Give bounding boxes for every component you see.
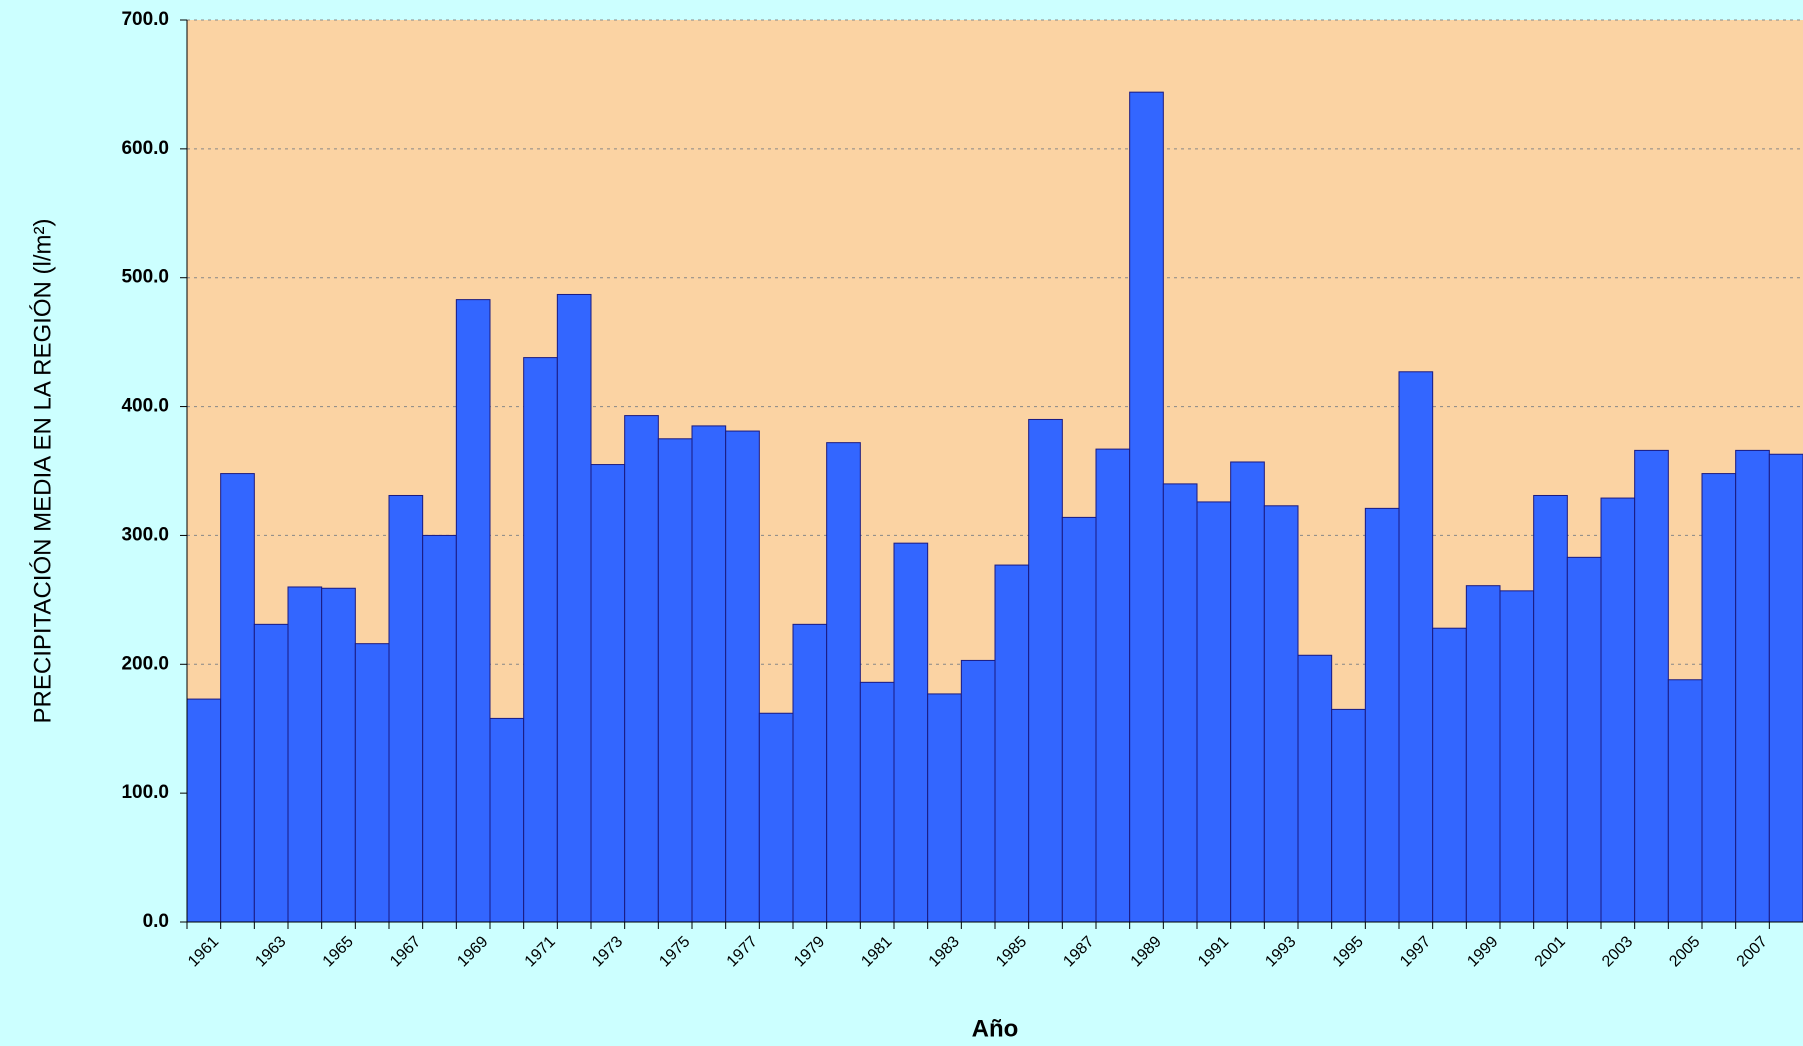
y-tick-label: 300.0 xyxy=(121,524,169,545)
bar xyxy=(287,586,323,923)
bar xyxy=(792,623,828,923)
bar xyxy=(422,534,457,923)
y-axis-label: PRECIPITACIÓN MEDIA EN LA REGIÓN (l/m²) xyxy=(29,219,56,724)
y-tick-label: 600.0 xyxy=(121,138,169,159)
bar xyxy=(725,430,760,923)
bar xyxy=(691,425,727,923)
bar xyxy=(1768,453,1803,923)
bar xyxy=(1061,516,1097,923)
bar xyxy=(859,681,895,923)
x-axis-label: Año xyxy=(972,1015,1019,1042)
y-tick-label: 700.0 xyxy=(121,9,169,30)
bar xyxy=(388,494,424,923)
bar xyxy=(321,587,356,923)
bar xyxy=(1129,91,1164,923)
bar xyxy=(657,438,693,923)
bar xyxy=(1701,473,1737,923)
y-tick-label: 0.0 xyxy=(143,911,169,932)
bar xyxy=(1566,556,1602,923)
bar xyxy=(1398,371,1434,923)
bar xyxy=(826,442,861,923)
bar xyxy=(253,623,289,923)
bar xyxy=(624,415,659,923)
bar xyxy=(1634,449,1669,923)
bar xyxy=(489,717,525,923)
bar xyxy=(1364,507,1400,923)
bar xyxy=(556,293,592,923)
bar xyxy=(1095,448,1131,923)
bar xyxy=(1028,418,1063,923)
bar xyxy=(1263,505,1299,923)
bar xyxy=(1735,449,1770,923)
bar xyxy=(1533,494,1568,923)
y-tick-label: 200.0 xyxy=(121,653,169,674)
bar xyxy=(1667,679,1703,923)
bar xyxy=(523,357,558,923)
y-tick-label: 100.0 xyxy=(121,782,169,803)
bar xyxy=(1499,590,1535,923)
bar xyxy=(1230,461,1265,923)
bar xyxy=(354,643,390,923)
bar xyxy=(1600,497,1636,923)
y-tick-label: 500.0 xyxy=(121,267,169,288)
bar xyxy=(186,698,222,923)
bar xyxy=(590,464,626,923)
bar xyxy=(220,473,255,923)
bar xyxy=(455,299,491,923)
bar xyxy=(1465,585,1501,923)
bar xyxy=(927,693,962,923)
bar xyxy=(1162,483,1198,923)
bar xyxy=(1331,708,1366,923)
bar xyxy=(960,659,996,923)
y-tick-label: 400.0 xyxy=(121,396,169,417)
bar xyxy=(1196,501,1232,923)
bar xyxy=(1297,654,1333,923)
bar xyxy=(758,712,794,923)
bar xyxy=(994,564,1030,923)
bar xyxy=(893,542,929,923)
bar xyxy=(1432,627,1467,923)
